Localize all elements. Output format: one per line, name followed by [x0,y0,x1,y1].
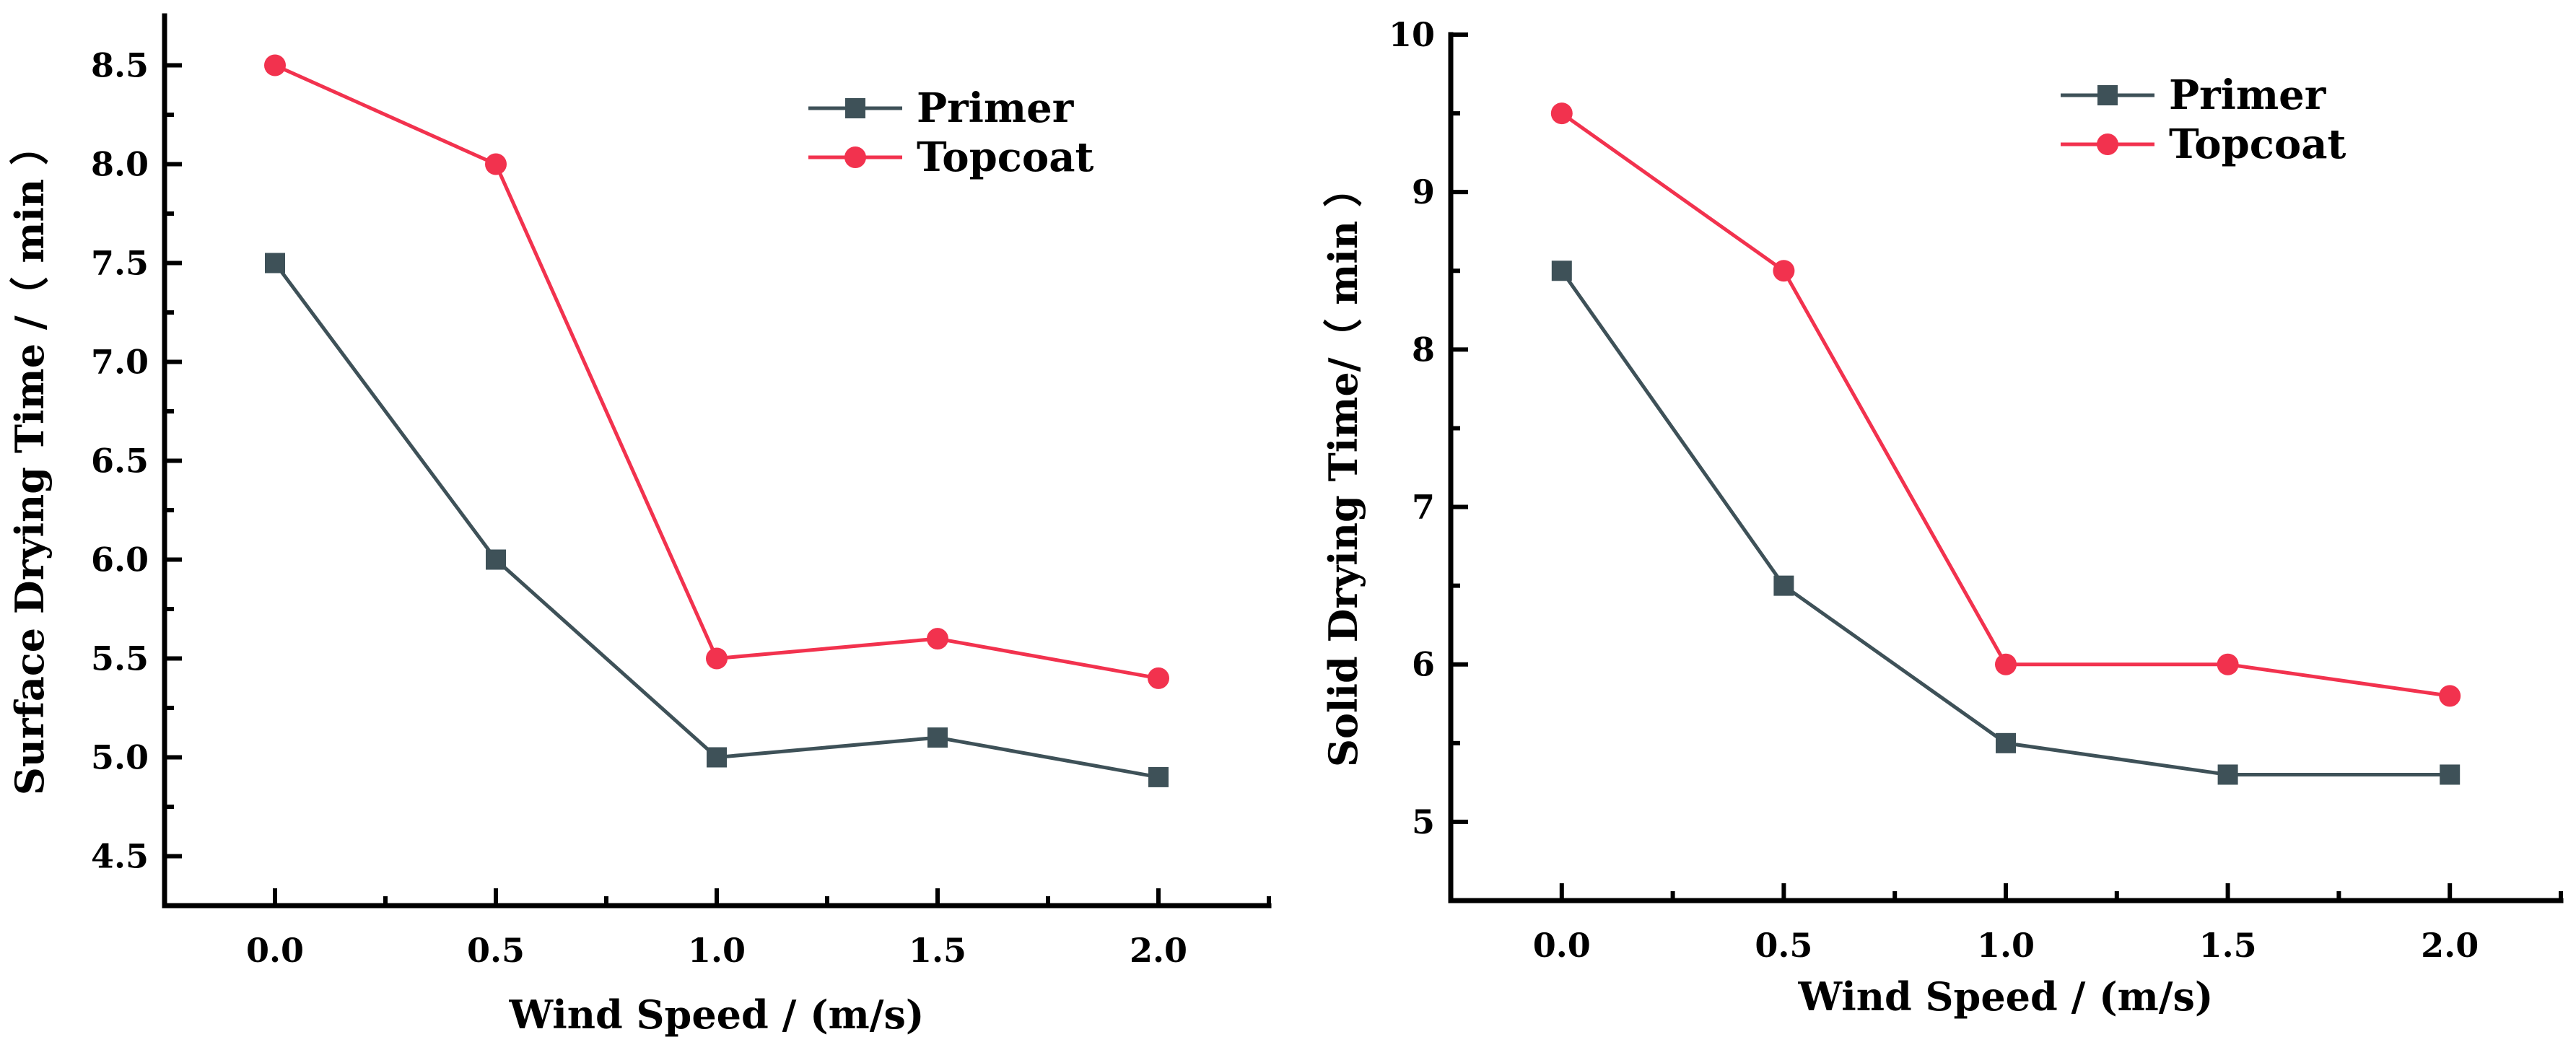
data-point-primer [2217,764,2238,785]
legend-marker-primer [845,98,865,118]
y-tick-label: 7.5 [91,244,149,283]
y-tick-label: 9 [1412,172,1435,211]
x-tick-label: 1.5 [2199,926,2257,965]
x-tick-label: 0.5 [1755,926,1812,965]
y-axis-title: Solid Drying Time/（ min ） [1320,168,1366,767]
legend-label-primer: Primer [2169,71,2327,119]
x-tick-label: 1.0 [688,931,746,970]
x-axis-title: Wind Speed / (m/s) [1798,973,2214,1020]
y-tick-label: 4.5 [91,837,149,876]
data-point-topcoat [1995,653,2017,675]
y-tick-label: 7.0 [91,343,149,382]
y-tick-label: 6 [1412,645,1435,684]
series-line-primer [273,262,1159,779]
data-point-primer [265,253,285,273]
data-point-topcoat [1550,102,1573,125]
y-tick-label: 8 [1412,330,1435,369]
data-point-topcoat [2439,685,2461,707]
y-tick-label: 5.5 [91,639,149,678]
data-point-primer [1148,766,1169,787]
y-tick-label: 7 [1412,488,1435,527]
data-point-topcoat [2217,653,2239,675]
x-tick-label: 2.0 [1130,931,1187,970]
y-axis-title: Surface Drying Time /（ min ） [6,126,53,795]
y-tick-label: 8.5 [91,46,149,85]
y-tick-label: 5 [1412,802,1435,841]
legend-label-primer: Primer [917,84,1075,132]
x-axis-title: Wind Speed / (m/s) [509,991,925,1038]
y-tick-label: 8.0 [91,145,149,184]
x-tick-label: 1.0 [1977,926,2035,965]
data-point-primer [1551,261,1572,281]
data-point-primer [1996,732,2016,753]
legend-marker-primer [2097,85,2118,105]
series-line-topcoat [1560,112,2450,698]
x-tick-label: 0.0 [1533,926,1591,965]
legend-label-topcoat: Topcoat [2169,121,2346,168]
x-tick-label: 0.0 [246,931,304,970]
series-line-primer [1560,269,2450,776]
y-tick-label: 10 [1389,15,1435,54]
data-point-topcoat [706,647,728,670]
data-point-primer [486,549,506,570]
legend-label-topcoat: Topcoat [917,133,1093,181]
legend-marker-topcoat [2097,133,2118,155]
data-point-primer [2440,764,2461,785]
data-point-primer [707,747,727,768]
y-tick-label: 5.0 [91,738,149,777]
data-point-topcoat [1773,260,1795,282]
x-tick-label: 0.5 [467,931,525,970]
data-point-topcoat [1148,667,1169,689]
data-point-primer [1773,575,1794,596]
y-tick-label: 6.5 [91,442,149,481]
data-point-primer [927,727,948,748]
x-tick-label: 2.0 [2421,926,2479,965]
x-tick-label: 1.5 [909,931,966,970]
data-point-topcoat [485,153,507,175]
data-point-topcoat [927,628,948,650]
data-point-topcoat [264,54,286,76]
chart-solid-drying-time: 5 6 7 8 9 10 0.0 0.5 1.0 1.5 2.0 Wind Speed / (m/s)… [1320,15,2564,1020]
legend-marker-topcoat [844,146,866,168]
y-tick-label: 6.0 [91,540,149,579]
chart-surface-drying-time: 4.5 5.0 5.5 6.0 6.5 7.0 7.5 8.0 8.5 0.0 0.5 1.0 1.5 2… [6,13,1272,1038]
